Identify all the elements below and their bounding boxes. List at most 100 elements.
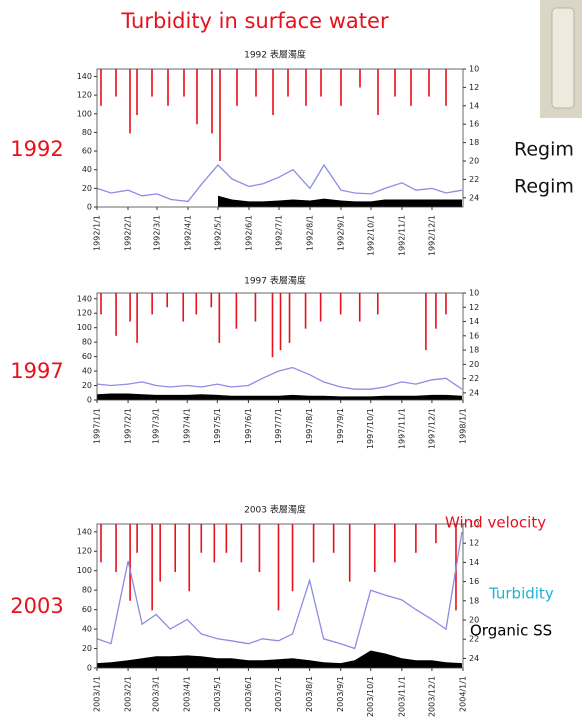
wind-bar [319,293,322,322]
x-tick-label: 1992/9/1 [337,215,346,251]
x-tick-label: 1992/10/1 [367,215,376,256]
side-text: Regim [514,176,574,198]
wind-bar [151,293,153,315]
y-tick-label: 120 [77,91,92,100]
wind-bar [279,293,282,351]
wind-bar [151,524,153,611]
y2-tick-label: 10 [469,289,479,298]
wind-bar [195,293,198,315]
wind-bar [136,69,138,115]
wind-bar [359,69,361,88]
y-tick-label: 80 [82,338,92,347]
x-tick-label: 1992/8/1 [306,215,315,251]
wind-bar [312,524,315,563]
y-tick-label: 140 [77,72,92,81]
turbidity-line [96,366,463,390]
x-tick-label: 1997/8/1 [305,408,314,444]
y2-tick-label: 18 [469,138,479,147]
wind-bar [348,524,351,582]
x-tick-label: 1992/2/1 [124,215,133,251]
x-tick-label: 1997/7/1 [274,408,283,444]
wind-bar [115,293,117,336]
x-tick-label: 2003/8/1 [305,676,314,712]
wind-bar [288,293,291,343]
wind-bar [225,524,228,553]
legend-label: Organic SS [470,622,552,640]
y-tick-label: 80 [82,128,92,137]
y-tick-label: 40 [82,165,92,174]
side-text: Regim [514,139,574,161]
wind-bar [219,69,221,161]
y2-tick-label: 16 [469,577,479,586]
wind-bar [415,524,417,553]
wind-bar [410,69,412,106]
wind-bar [305,69,307,106]
x-tick-label: 1992/6/1 [245,215,254,251]
x-tick-label: 1997/11/1 [397,408,406,449]
y-tick-label: 0 [87,396,92,405]
y-tick-label: 60 [82,352,92,361]
wind-bar [287,69,289,97]
wind-bar [129,524,131,601]
y-tick-label: 100 [77,566,92,575]
wind-bar [159,524,161,582]
wind-bar [129,293,131,322]
x-tick-label: 1992/7/1 [275,215,284,251]
x-tick-label: 2003/10/1 [366,676,375,717]
chart-title: 2003 表層濁度 [244,504,306,516]
x-tick-label: 1997/9/1 [336,408,345,444]
x-tick-label: 1998/1/1 [459,408,468,444]
wind-bar [182,293,185,322]
wind-bar [291,524,294,592]
y-tick-label: 20 [82,381,92,390]
y2-tick-label: 14 [469,317,479,326]
y2-tick-label: 20 [469,360,479,369]
y-tick-label: 0 [87,203,92,212]
wind-bar [394,524,396,563]
plot-frame [96,523,464,669]
y-tick-label: 100 [77,323,92,332]
y2-tick-label: 12 [469,539,479,548]
wind-bar [435,293,437,329]
x-tick-label: 2004/1/1 [459,676,468,712]
y2-tick-label: 22 [469,374,479,383]
y2-tick-label: 10 [469,65,479,74]
y-tick-label: 100 [77,109,92,118]
wind-bar [332,524,335,553]
plot-frame [96,68,464,208]
wind-bar [151,69,153,97]
wind-bar [100,293,102,315]
y-tick-label: 20 [82,644,92,653]
y2-tick-label: 16 [469,120,479,129]
legend-label: Turbidity [488,585,554,603]
y2-tick-label: 24 [469,388,479,397]
wind-bar [183,69,185,97]
y2-tick-label: 10 [469,520,479,529]
wind-bar [377,69,379,115]
x-tick-label: 1992/4/1 [184,215,193,251]
wind-bar [196,69,198,125]
wind-bar [213,524,216,563]
wind-bar [174,524,177,572]
x-tick-label: 1997/10/1 [366,408,375,449]
wind-bar [235,293,238,329]
wind-bar [115,524,117,572]
x-tick-label: 2003/7/1 [274,676,283,712]
wind-bar [425,293,427,351]
y2-tick-label: 22 [469,175,479,184]
y-tick-label: 0 [87,664,92,673]
slide-title: Turbidity in surface water [120,9,389,33]
x-tick-label: 2003/4/1 [183,676,192,712]
y-tick-label: 40 [82,625,92,634]
wind-bar [428,69,430,97]
wind-bar [271,293,274,358]
x-tick-label: 1997/12/1 [427,408,436,449]
y2-tick-label: 20 [469,157,479,166]
year-label: 2003 [10,594,63,618]
x-tick-label: 1992/5/1 [214,215,223,251]
y-tick-label: 20 [82,184,92,193]
wind-bar [100,524,102,563]
wind-bar [304,293,307,329]
turbidity-line [96,531,463,650]
